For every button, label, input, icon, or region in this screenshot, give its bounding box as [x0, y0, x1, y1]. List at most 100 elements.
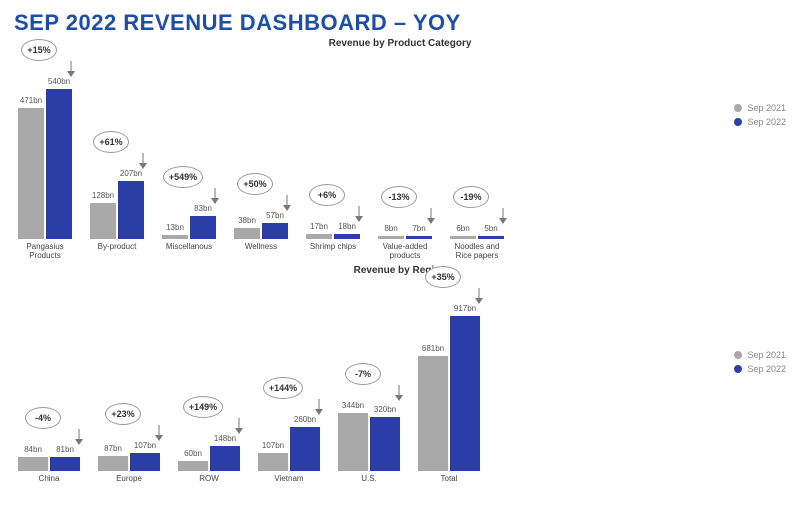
category-label: Total: [414, 475, 484, 495]
legend-label: Sep 2022: [747, 364, 786, 374]
section-title: Revenue by Region: [14, 265, 786, 276]
category-group: 60bn148bn+149% ROW: [174, 446, 244, 495]
category-label: Shrimp chips: [302, 243, 364, 263]
category-group: 681bn917bn+35% Total: [414, 316, 484, 495]
legend-label: Sep 2022: [747, 117, 786, 127]
bar-2022: 207bn: [118, 181, 144, 239]
bar-value-2021: 17bn: [310, 222, 328, 231]
legend-swatch-2022: [734, 118, 742, 126]
chart-product-category: Revenue by Product Category 471bn540bn+15…: [14, 38, 786, 263]
arrow-down-icon: [74, 429, 84, 445]
category-label: China: [14, 475, 84, 495]
category-label: Value-added products: [374, 243, 436, 263]
legend-swatch-2021: [734, 351, 742, 359]
legend-swatch-2021: [734, 104, 742, 112]
bar-2021: 84bn: [18, 457, 48, 471]
category-group: 471bn540bn+15% Pangasius Products: [14, 89, 76, 263]
legend-label: Sep 2021: [747, 350, 786, 360]
bar-value-2022: 83bn: [194, 204, 212, 213]
bar-value-2022: 18bn: [338, 222, 356, 231]
bar-2022: 7bn: [406, 236, 432, 239]
arrow-down-icon: [234, 418, 244, 434]
bar-value-2022: 5bn: [484, 224, 497, 233]
bar-value-2022: 107bn: [134, 441, 156, 450]
category-group: 84bn81bn-4% China: [14, 457, 84, 495]
bar-2022: 18bn: [334, 234, 360, 239]
category-group: 87bn107bn+23% Europe: [94, 453, 164, 495]
bar-value-2022: 917bn: [454, 304, 476, 313]
bar-value-2022: 81bn: [56, 445, 74, 454]
bar-2022: 57bn: [262, 223, 288, 239]
bar-2021: 60bn: [178, 461, 208, 471]
bar-value-2022: 57bn: [266, 211, 284, 220]
legend-item-2022: Sep 2022: [734, 117, 786, 127]
category-group: 6bn5bn-19% Noodles and Rice papers: [446, 236, 508, 263]
category-label: U.S.: [334, 475, 404, 495]
bar-value-2022: 540bn: [48, 77, 70, 86]
category-label: Vietnam: [254, 475, 324, 495]
legend: Sep 2021 Sep 2022: [734, 350, 786, 374]
category-label: Noodles and Rice papers: [446, 243, 508, 263]
bar-value-2022: 7bn: [412, 224, 425, 233]
legend-item-2021: Sep 2021: [734, 350, 786, 360]
bar-value-2021: 87bn: [104, 444, 122, 453]
section-title: Revenue by Product Category: [14, 38, 786, 49]
legend: Sep 2021Sep 2022: [734, 103, 786, 127]
change-bubble: -13%: [381, 186, 417, 208]
arrow-down-icon: [426, 208, 436, 224]
bar-2022: 320bn: [370, 417, 400, 471]
category-label: Pangasius Products: [14, 243, 76, 263]
change-bubble: -19%: [453, 186, 489, 208]
bar-value-2021: 13bn: [166, 223, 184, 232]
bar-2021: 8bn: [378, 236, 404, 239]
change-bubble: +35%: [425, 266, 461, 288]
legend-item-2022: Sep 2022: [734, 364, 786, 374]
category-label: ROW: [174, 475, 244, 495]
bar-value-2021: 471bn: [20, 96, 42, 105]
bar-2022: 107bn: [130, 453, 160, 471]
bar-2021: 87bn: [98, 456, 128, 471]
bar-2021: 6bn: [450, 236, 476, 239]
bar-2022: 81bn: [50, 457, 80, 471]
bar-2021: 128bn: [90, 203, 116, 239]
bar-value-2022: 260bn: [294, 415, 316, 424]
category-group: 107bn260bn+144% Vietnam: [254, 427, 324, 495]
category-label: Europe: [94, 475, 164, 495]
arrow-down-icon: [154, 425, 164, 441]
arrow-down-icon: [66, 61, 76, 77]
category-group: 8bn7bn-13% Value-added products: [374, 236, 436, 263]
change-bubble: +50%: [237, 173, 273, 195]
category-group: 13bn83bn+549% Miscellanous: [158, 216, 220, 263]
bar-2021: 681bn: [418, 356, 448, 471]
bar-value-2022: 207bn: [120, 169, 142, 178]
legend-swatch-2022: [734, 365, 742, 373]
bar-value-2021: 60bn: [184, 449, 202, 458]
bar-value-2022: 320bn: [374, 405, 396, 414]
change-bubble: +144%: [263, 377, 303, 399]
bar-2022: 917bn: [450, 316, 480, 471]
change-bubble: +6%: [309, 184, 345, 206]
bar-value-2021: 84bn: [24, 445, 42, 454]
bar-value-2021: 128bn: [92, 191, 114, 200]
arrow-down-icon: [314, 399, 324, 415]
bar-value-2021: 6bn: [456, 224, 469, 233]
bar-2022: 260bn: [290, 427, 320, 471]
arrow-down-icon: [498, 208, 508, 224]
arrow-down-icon: [474, 288, 484, 304]
bar-value-2022: 148bn: [214, 434, 236, 443]
category-group: 38bn57bn+50% Wellness: [230, 223, 292, 263]
bar-2022: 83bn: [190, 216, 216, 239]
bar-2021: 17bn: [306, 234, 332, 239]
bar-2021: 13bn: [162, 235, 188, 239]
bar-2021: 38bn: [234, 228, 260, 239]
change-bubble: +549%: [163, 166, 203, 188]
bar-chart: 471bn540bn+15% Pangasius Products128bn20…: [14, 89, 726, 263]
arrow-down-icon: [138, 153, 148, 169]
bar-2021: 471bn: [18, 108, 44, 239]
change-bubble: -4%: [25, 407, 61, 429]
category-label: Miscellanous: [158, 243, 220, 263]
arrow-down-icon: [282, 195, 292, 211]
category-label: By-product: [86, 243, 148, 263]
bar-value-2021: 344bn: [342, 401, 364, 410]
arrow-down-icon: [354, 206, 364, 222]
